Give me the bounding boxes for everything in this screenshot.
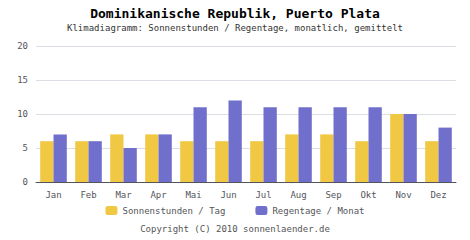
svg-text:Sonnenstunden / Tag: Sonnenstunden / Tag: [122, 206, 225, 216]
svg-text:Nov: Nov: [395, 190, 411, 200]
svg-text:Klimadiagramm: Sonnenstunden /: Klimadiagramm: Sonnenstunden / Regentage…: [67, 23, 403, 33]
svg-text:Regentage / Monat: Regentage / Monat: [272, 206, 364, 216]
svg-text:Mar: Mar: [115, 190, 132, 200]
svg-text:Sep: Sep: [325, 190, 341, 200]
svg-text:Dez: Dez: [430, 190, 446, 200]
svg-text:0: 0: [23, 177, 28, 187]
svg-text:Jan: Jan: [45, 190, 61, 200]
svg-text:5: 5: [23, 143, 28, 153]
svg-text:Jun: Jun: [220, 190, 236, 200]
svg-text:Copyright (C) 2010 sonnenlaend: Copyright (C) 2010 sonnenlaender.de: [140, 224, 330, 234]
svg-text:Jul: Jul: [255, 190, 271, 200]
svg-text:Aug: Aug: [290, 190, 306, 200]
svg-text:Feb: Feb: [80, 190, 96, 200]
svg-text:15: 15: [17, 75, 28, 85]
svg-text:20: 20: [17, 41, 28, 51]
svg-text:Apr: Apr: [150, 190, 167, 200]
svg-text:Dominikanische Republik, Puert: Dominikanische Republik, Puerto Plata: [90, 6, 380, 21]
svg-text:Okt: Okt: [360, 190, 376, 200]
svg-text:10: 10: [17, 109, 28, 119]
svg-text:Mai: Mai: [185, 190, 201, 200]
